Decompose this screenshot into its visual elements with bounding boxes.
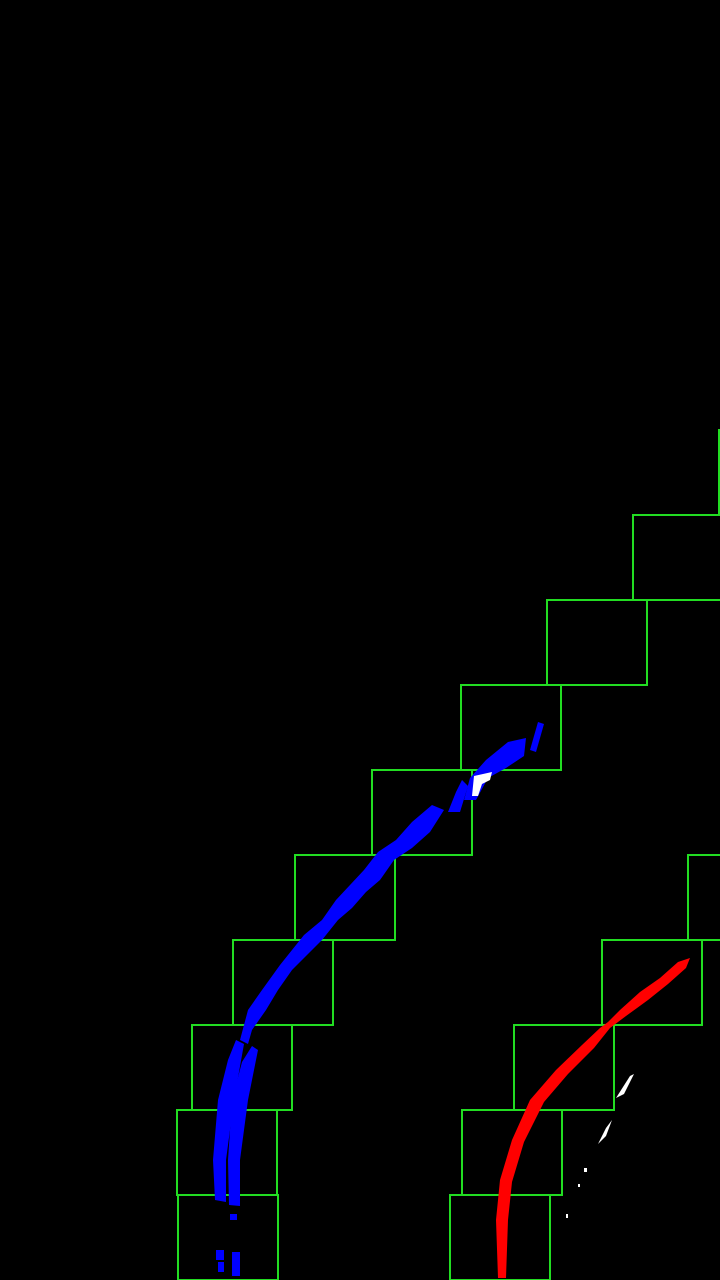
left-window-10: [718, 429, 720, 516]
left-lane-windows: [176, 429, 720, 1280]
residue-right-5: [566, 1214, 568, 1218]
left-window-4: [232, 939, 334, 1026]
right-window-4: [601, 939, 703, 1026]
left-lane-segment-4: [530, 722, 544, 752]
residue-near-left-lane: [472, 772, 492, 796]
right-window-2: [461, 1109, 563, 1196]
residue-right-3: [584, 1168, 587, 1172]
right-lane-curve: [496, 958, 690, 1278]
left-lane-dot-3: [230, 1214, 237, 1220]
left-lane-strip-b: [228, 1046, 258, 1206]
left-lane-dot-2: [232, 1252, 240, 1276]
left-lane-segment-2: [448, 780, 468, 812]
right-window-5: [687, 854, 720, 941]
left-lane-dot-4: [218, 1262, 224, 1272]
left-window-7: [460, 684, 562, 771]
left-lane-segment-1: [240, 805, 444, 1044]
residue-right-4: [578, 1184, 580, 1187]
unassigned-pixels: [472, 772, 634, 1218]
left-lane-dot-1: [216, 1250, 224, 1260]
left-window-9: [632, 514, 720, 601]
right-window-3: [513, 1024, 615, 1111]
left-window-8: [546, 599, 648, 686]
left-lane-strip-a: [213, 1040, 244, 1202]
right-lane-pixels: [496, 958, 690, 1278]
left-window-5: [294, 854, 396, 941]
residue-right-2: [598, 1120, 612, 1144]
residue-right-1: [616, 1074, 634, 1098]
left-window-6: [371, 769, 473, 856]
